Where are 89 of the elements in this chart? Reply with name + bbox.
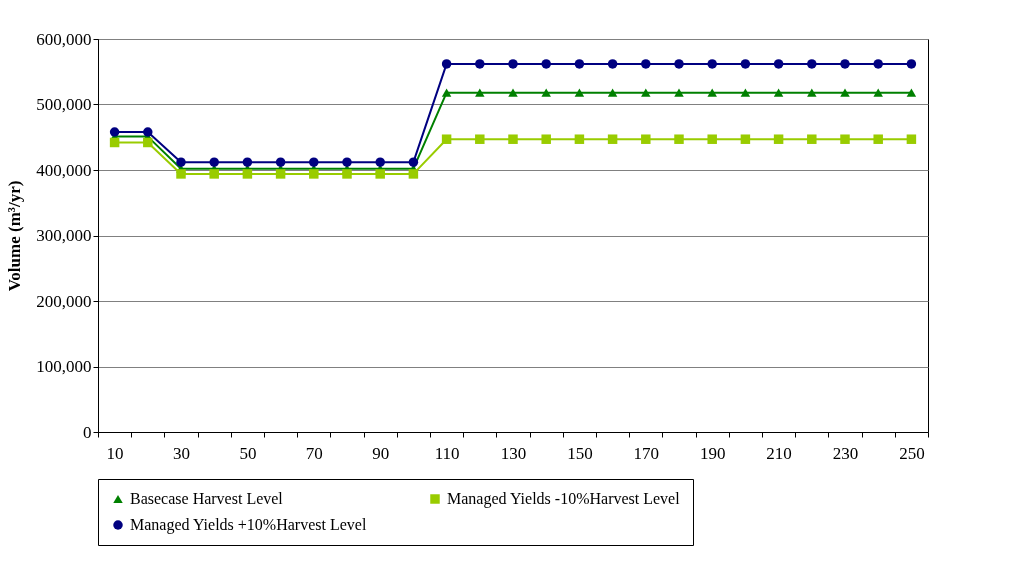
point	[740, 134, 751, 144]
x-tick-label: 70	[305, 443, 323, 463]
point	[906, 59, 917, 69]
point	[475, 134, 485, 144]
point	[641, 88, 651, 97]
point	[840, 134, 850, 144]
point	[574, 59, 585, 69]
point	[309, 169, 319, 179]
point	[176, 169, 186, 179]
point	[541, 134, 551, 144]
point	[109, 127, 120, 137]
point	[475, 59, 485, 69]
y-tick-label: 300,000	[36, 226, 92, 245]
point	[906, 88, 917, 97]
point	[607, 134, 618, 144]
y-tick-label: 200,000	[36, 291, 92, 311]
point	[906, 134, 917, 144]
point	[441, 88, 452, 97]
point	[807, 88, 817, 97]
point	[375, 157, 385, 167]
point	[242, 157, 253, 167]
point	[840, 88, 850, 97]
y-tick-label: 0	[83, 422, 92, 442]
point	[143, 127, 153, 137]
point	[674, 134, 684, 144]
legend-label: Managed Yields +10%Harvest Level	[130, 516, 367, 534]
point	[807, 59, 817, 69]
point	[707, 59, 717, 69]
point	[143, 137, 153, 148]
y-tick-label: 100,000	[36, 357, 92, 376]
legend-label: Basecase Harvest Level	[130, 490, 284, 507]
point	[740, 59, 751, 69]
point	[441, 59, 452, 69]
point	[508, 134, 518, 144]
x-tick-label: 50	[239, 443, 257, 463]
point	[209, 169, 219, 179]
point	[740, 88, 751, 97]
point	[375, 169, 385, 179]
point	[574, 88, 585, 97]
point	[408, 169, 419, 179]
point	[773, 59, 784, 69]
point	[475, 88, 485, 97]
point	[342, 157, 352, 167]
x-tick-label: 150	[567, 443, 593, 463]
point	[441, 134, 452, 144]
point	[508, 88, 518, 97]
point	[607, 59, 618, 69]
y-tick-label: 400,000	[36, 160, 92, 180]
point	[342, 169, 352, 179]
point	[275, 157, 286, 167]
point	[209, 157, 219, 167]
point	[541, 88, 551, 97]
x-tick-label: 250	[899, 443, 925, 463]
y-tick-label: 600,000	[36, 29, 92, 49]
point	[176, 157, 186, 167]
point	[508, 59, 518, 69]
point	[109, 137, 120, 148]
x-tick-label: 110	[434, 443, 460, 463]
y-tick-label: 500,000	[36, 95, 92, 114]
point	[773, 88, 784, 97]
x-tick-label: 90	[372, 443, 390, 463]
x-tick-label: 130	[500, 443, 527, 463]
point	[309, 157, 319, 167]
point	[840, 59, 850, 69]
point	[408, 157, 419, 167]
point	[707, 134, 717, 144]
point	[773, 134, 784, 144]
point	[541, 59, 551, 69]
point	[574, 134, 585, 144]
point	[641, 59, 651, 69]
point	[873, 88, 883, 97]
x-tick-label: 170	[633, 443, 660, 463]
x-tick-label: 230	[832, 443, 859, 463]
point	[707, 88, 717, 97]
x-tick-label: 30	[173, 443, 190, 463]
point	[607, 88, 618, 97]
x-tick-label: 10	[106, 443, 124, 463]
point	[674, 59, 684, 69]
point	[873, 59, 883, 69]
point	[275, 169, 286, 179]
point	[873, 134, 883, 144]
x-tick-label: 210	[766, 443, 792, 463]
point	[674, 88, 684, 97]
x-tick-label: 190	[699, 443, 726, 463]
point	[242, 169, 253, 179]
point	[641, 134, 651, 144]
point	[807, 134, 817, 144]
y-axis-title: Volume (m³/yr)	[5, 180, 25, 292]
legend-label: Managed Yields -10%Harvest Level	[447, 490, 681, 508]
